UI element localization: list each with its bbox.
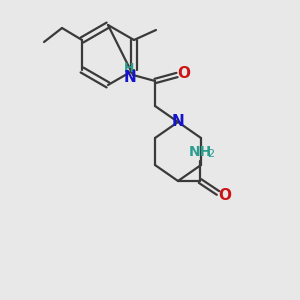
Text: H: H [124, 61, 134, 74]
Text: NH: NH [188, 145, 212, 159]
Text: N: N [124, 70, 136, 86]
Text: O: O [178, 67, 190, 82]
Text: 2: 2 [207, 149, 214, 159]
Text: N: N [172, 113, 184, 128]
Text: O: O [218, 188, 232, 203]
